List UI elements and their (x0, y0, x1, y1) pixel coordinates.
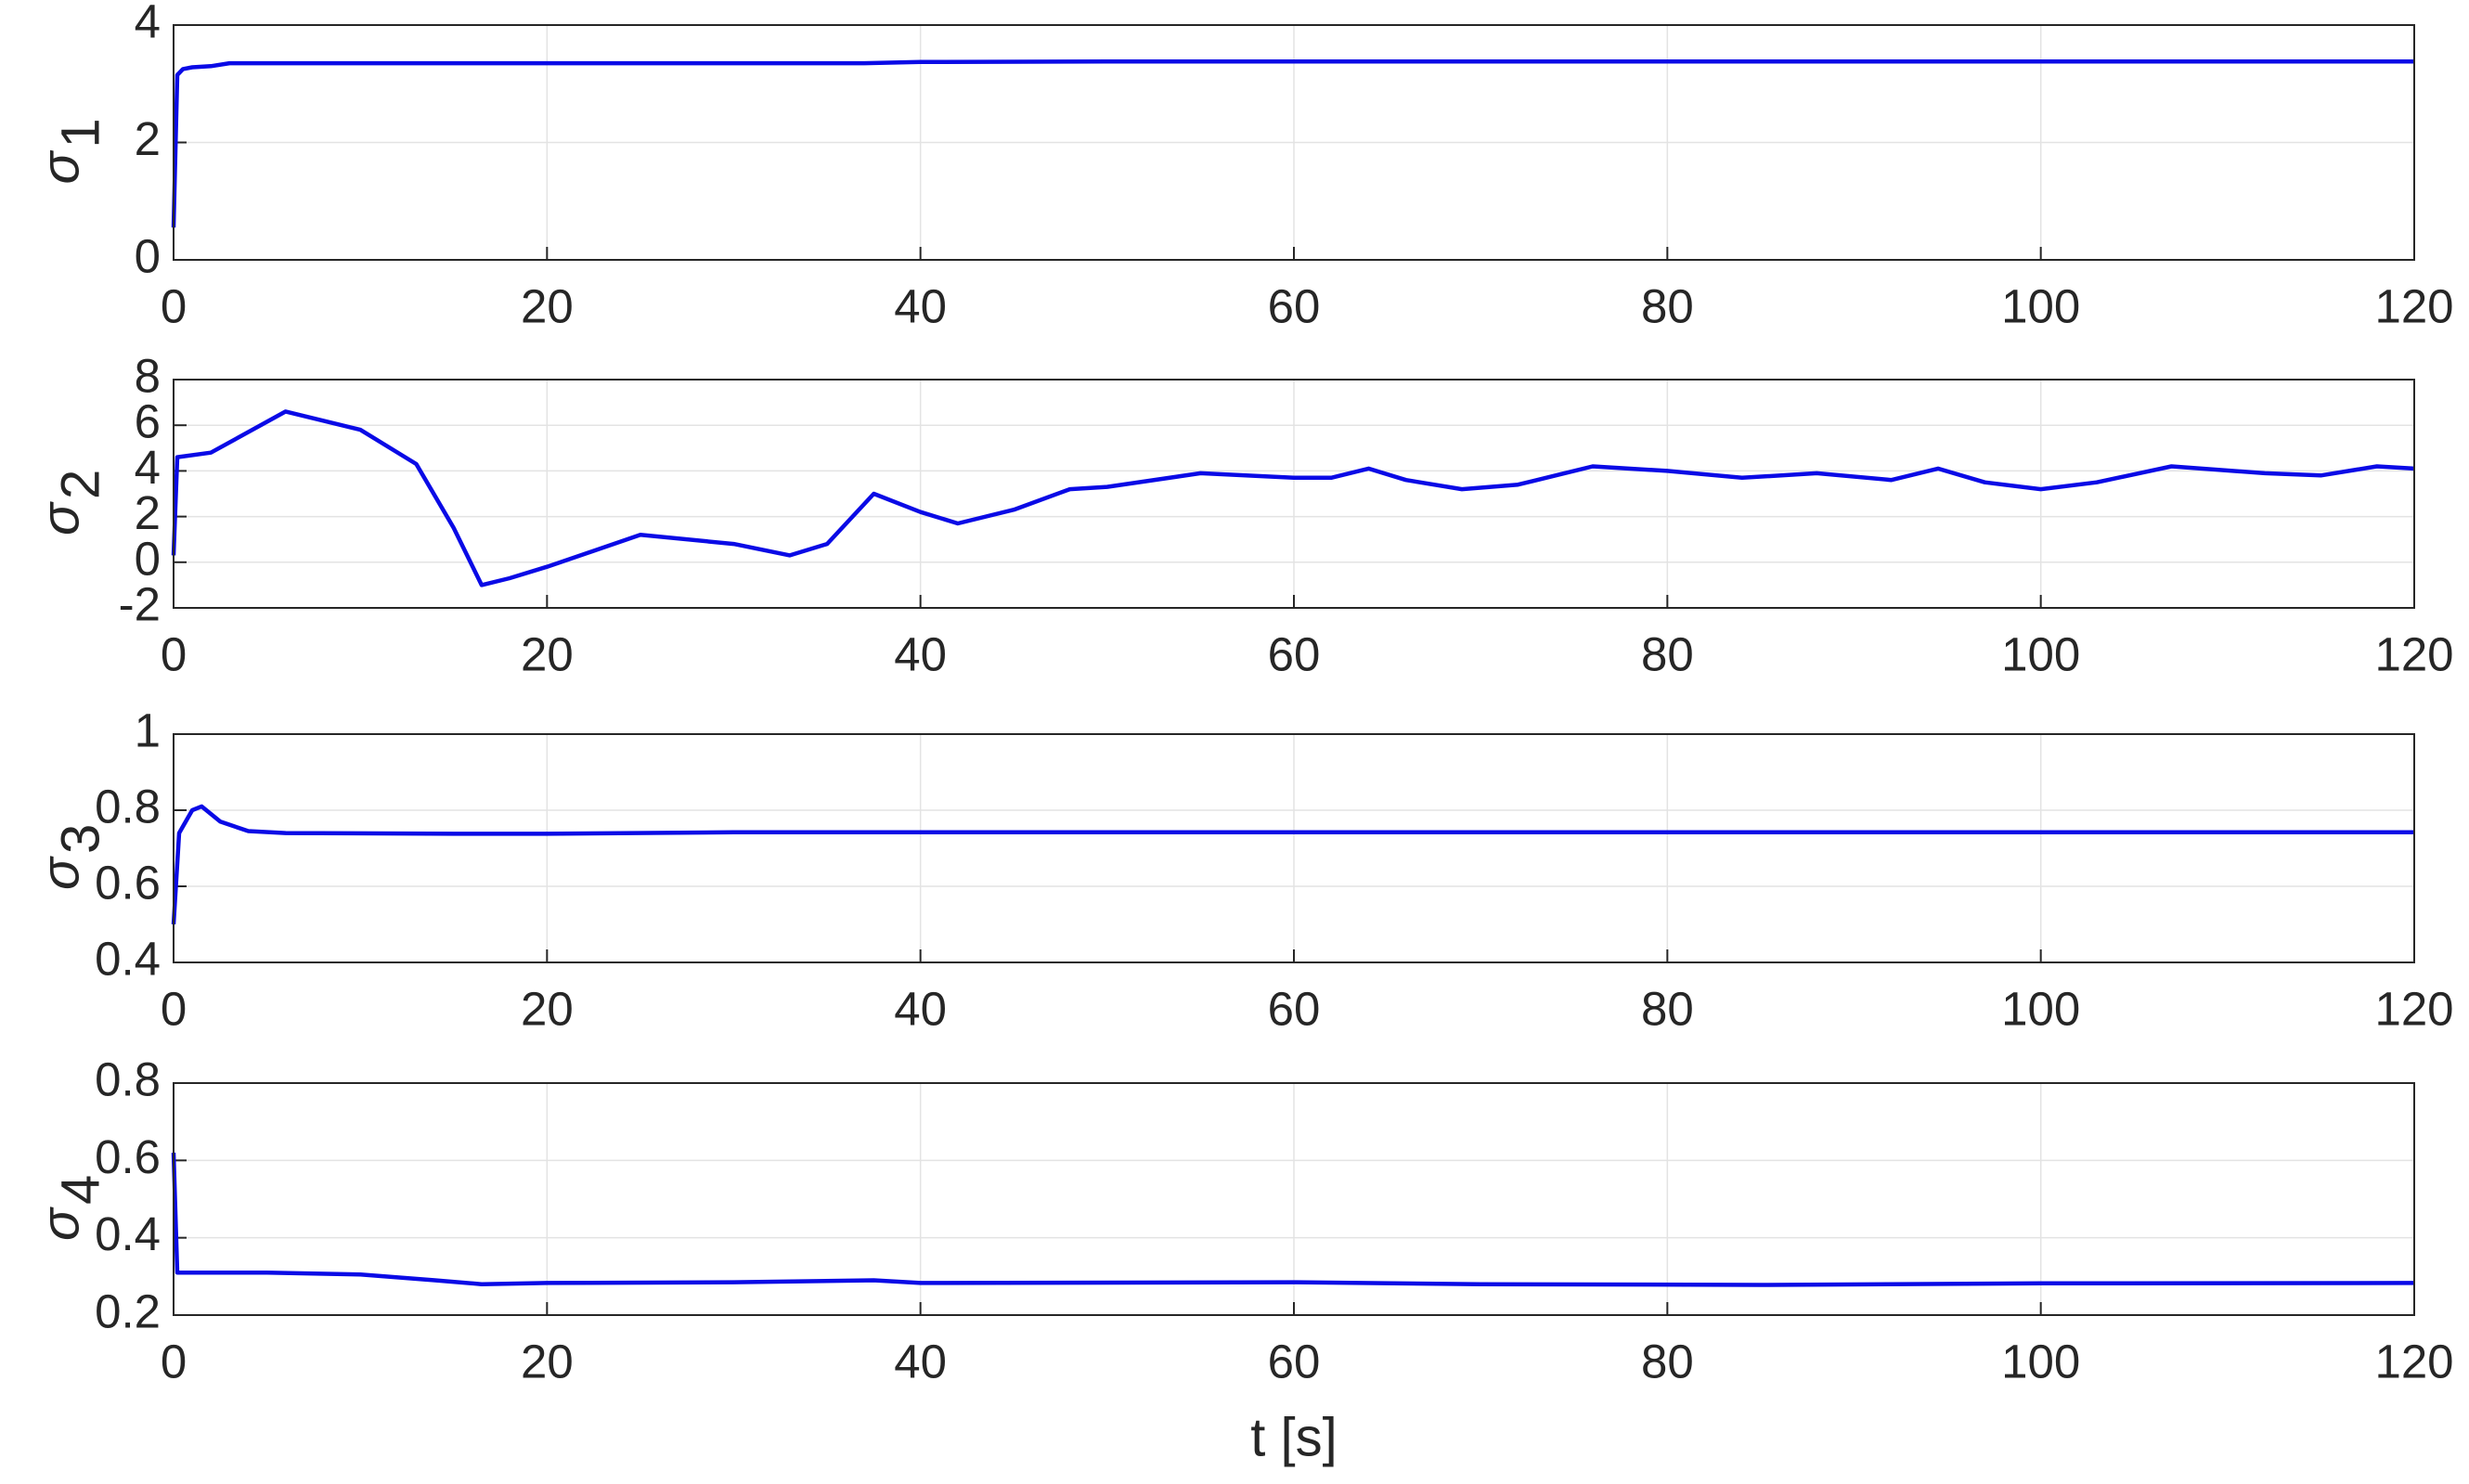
y-label-subscript: 1 (50, 118, 110, 148)
y-axis-label: σ1 (30, 118, 110, 184)
x-tick-label: 120 (2374, 279, 2453, 332)
data-line (171, 804, 2414, 925)
data-line (171, 1152, 2415, 1287)
y-axis-label: σ4 (30, 1175, 110, 1241)
x-tick-label: 0 (161, 1335, 187, 1387)
axes-box (173, 379, 2415, 609)
x-tick-label: 80 (1641, 627, 1694, 680)
x-tick-label: 120 (2374, 982, 2453, 1035)
x-tick-label: 100 (2001, 627, 2080, 680)
x-tick-label: 80 (1641, 982, 1694, 1035)
y-tick-label: 4 (135, 441, 161, 494)
y-axis-label: σ3 (30, 824, 110, 890)
x-tick-label: 20 (521, 279, 574, 332)
x-axis-label: t [s] (1250, 1407, 1337, 1467)
x-tick-label: 0 (161, 279, 187, 332)
x-tick-label: 100 (2001, 982, 2080, 1035)
y-axis-label: σ2 (30, 470, 110, 536)
y-tick-label: 0.4 (95, 1207, 161, 1260)
y-tick-label: 0 (135, 229, 161, 282)
y-tick-label: -2 (119, 577, 161, 630)
y-tick-label: 0.6 (95, 1130, 161, 1183)
y-tick-label: 0.6 (95, 856, 161, 909)
y-tick-label: 4 (135, 0, 161, 47)
y-tick-label: 1 (135, 703, 161, 756)
y-label-symbol: σ (30, 501, 90, 536)
x-tick-label: 60 (1268, 279, 1321, 332)
x-tick-label: 80 (1641, 1335, 1694, 1387)
x-tick-label: 60 (1268, 627, 1321, 680)
x-tick-label: 20 (521, 982, 574, 1035)
y-tick-label: 0 (135, 532, 161, 585)
y-tick-label: 8 (135, 349, 161, 402)
axes-box (173, 1082, 2415, 1316)
x-tick-label: 60 (1268, 1335, 1321, 1387)
y-label-subscript: 4 (50, 1175, 110, 1205)
axes-box (173, 24, 2415, 261)
y-label-subscript: 2 (50, 470, 110, 499)
x-tick-label: 60 (1268, 982, 1321, 1035)
y-tick-label: 2 (135, 112, 161, 165)
data-line (171, 409, 2415, 587)
x-tick-label: 20 (521, 627, 574, 680)
y-tick-label: 0.8 (95, 1052, 161, 1105)
y-tick-label: 0.4 (95, 932, 161, 985)
y-tick-label: 0.2 (95, 1284, 161, 1337)
data-line (171, 58, 2414, 228)
x-tick-label: 0 (161, 982, 187, 1035)
x-tick-label: 100 (2001, 279, 2080, 332)
x-tick-label: 80 (1641, 279, 1694, 332)
y-label-subscript: 3 (50, 824, 110, 854)
x-tick-label: 100 (2001, 1335, 2080, 1387)
x-tick-label: 40 (894, 982, 947, 1035)
x-tick-label: 20 (521, 1335, 574, 1387)
x-tick-label: 40 (894, 1335, 947, 1387)
x-tick-label: 120 (2374, 1335, 2453, 1387)
x-tick-label: 0 (161, 627, 187, 680)
y-label-symbol: σ (30, 1207, 90, 1241)
y-tick-label: 6 (135, 395, 161, 448)
y-tick-label: 0.8 (95, 780, 161, 832)
x-tick-label: 40 (894, 279, 947, 332)
x-tick-label: 120 (2374, 627, 2453, 680)
y-label-symbol: σ (30, 856, 90, 890)
y-tick-label: 2 (135, 486, 161, 539)
y-label-symbol: σ (30, 149, 90, 184)
x-tick-label: 40 (894, 627, 947, 680)
axes-box (173, 733, 2415, 963)
